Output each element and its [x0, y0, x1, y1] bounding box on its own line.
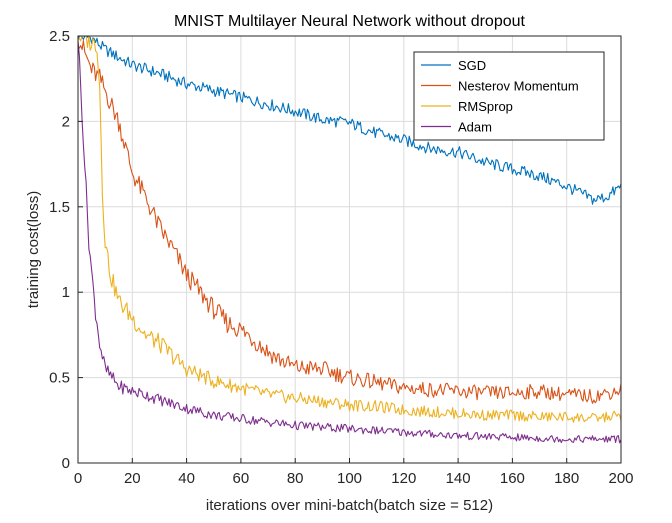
x-tick-label: 40	[178, 470, 195, 487]
x-axis-ticks: 0 20 40 60 80 100 120 140 160 180 200	[74, 458, 634, 487]
y-tick-label: 1	[62, 284, 70, 301]
legend-box	[413, 51, 605, 141]
y-axis-label: training cost(loss)	[25, 191, 42, 309]
series-line-1	[77, 40, 622, 404]
legend-label-1: Nesterov Momentum	[458, 79, 579, 94]
y-tick-label: 0	[62, 455, 70, 472]
x-tick-label: 80	[287, 470, 304, 487]
y-axis-ticks: 0 0.5 1 1.5 2 2.5	[49, 28, 83, 472]
legend-label-3: Adam	[458, 120, 492, 135]
chart-title: MNIST Multilayer Neural Network without …	[174, 13, 526, 30]
legend-label-0: SGD	[458, 58, 486, 73]
x-tick-label: 60	[233, 470, 250, 487]
x-tick-label: 0	[74, 470, 82, 487]
y-tick-label: 2	[62, 113, 70, 130]
x-axis-label: iterations over mini-batch(batch size = …	[206, 497, 493, 514]
y-tick-label: 2.5	[49, 28, 70, 45]
series-line-0	[77, 35, 622, 205]
y-tick-label: 1.5	[49, 199, 70, 216]
x-tick-label: 180	[554, 470, 579, 487]
x-tick-label: 100	[337, 470, 362, 487]
legend-label-2: RMSprop	[458, 99, 513, 114]
x-tick-label: 160	[500, 470, 525, 487]
x-tick-label: 120	[391, 470, 416, 487]
x-tick-label: 20	[124, 470, 141, 487]
series-lines	[77, 35, 622, 444]
series-line-3	[77, 40, 622, 444]
x-tick-label: 200	[608, 470, 633, 487]
series-line-2	[77, 35, 622, 423]
x-tick-label: 140	[446, 470, 471, 487]
y-tick-label: 0.5	[49, 370, 70, 387]
legend: SGD Nesterov Momentum RMSprop Adam	[413, 51, 605, 141]
